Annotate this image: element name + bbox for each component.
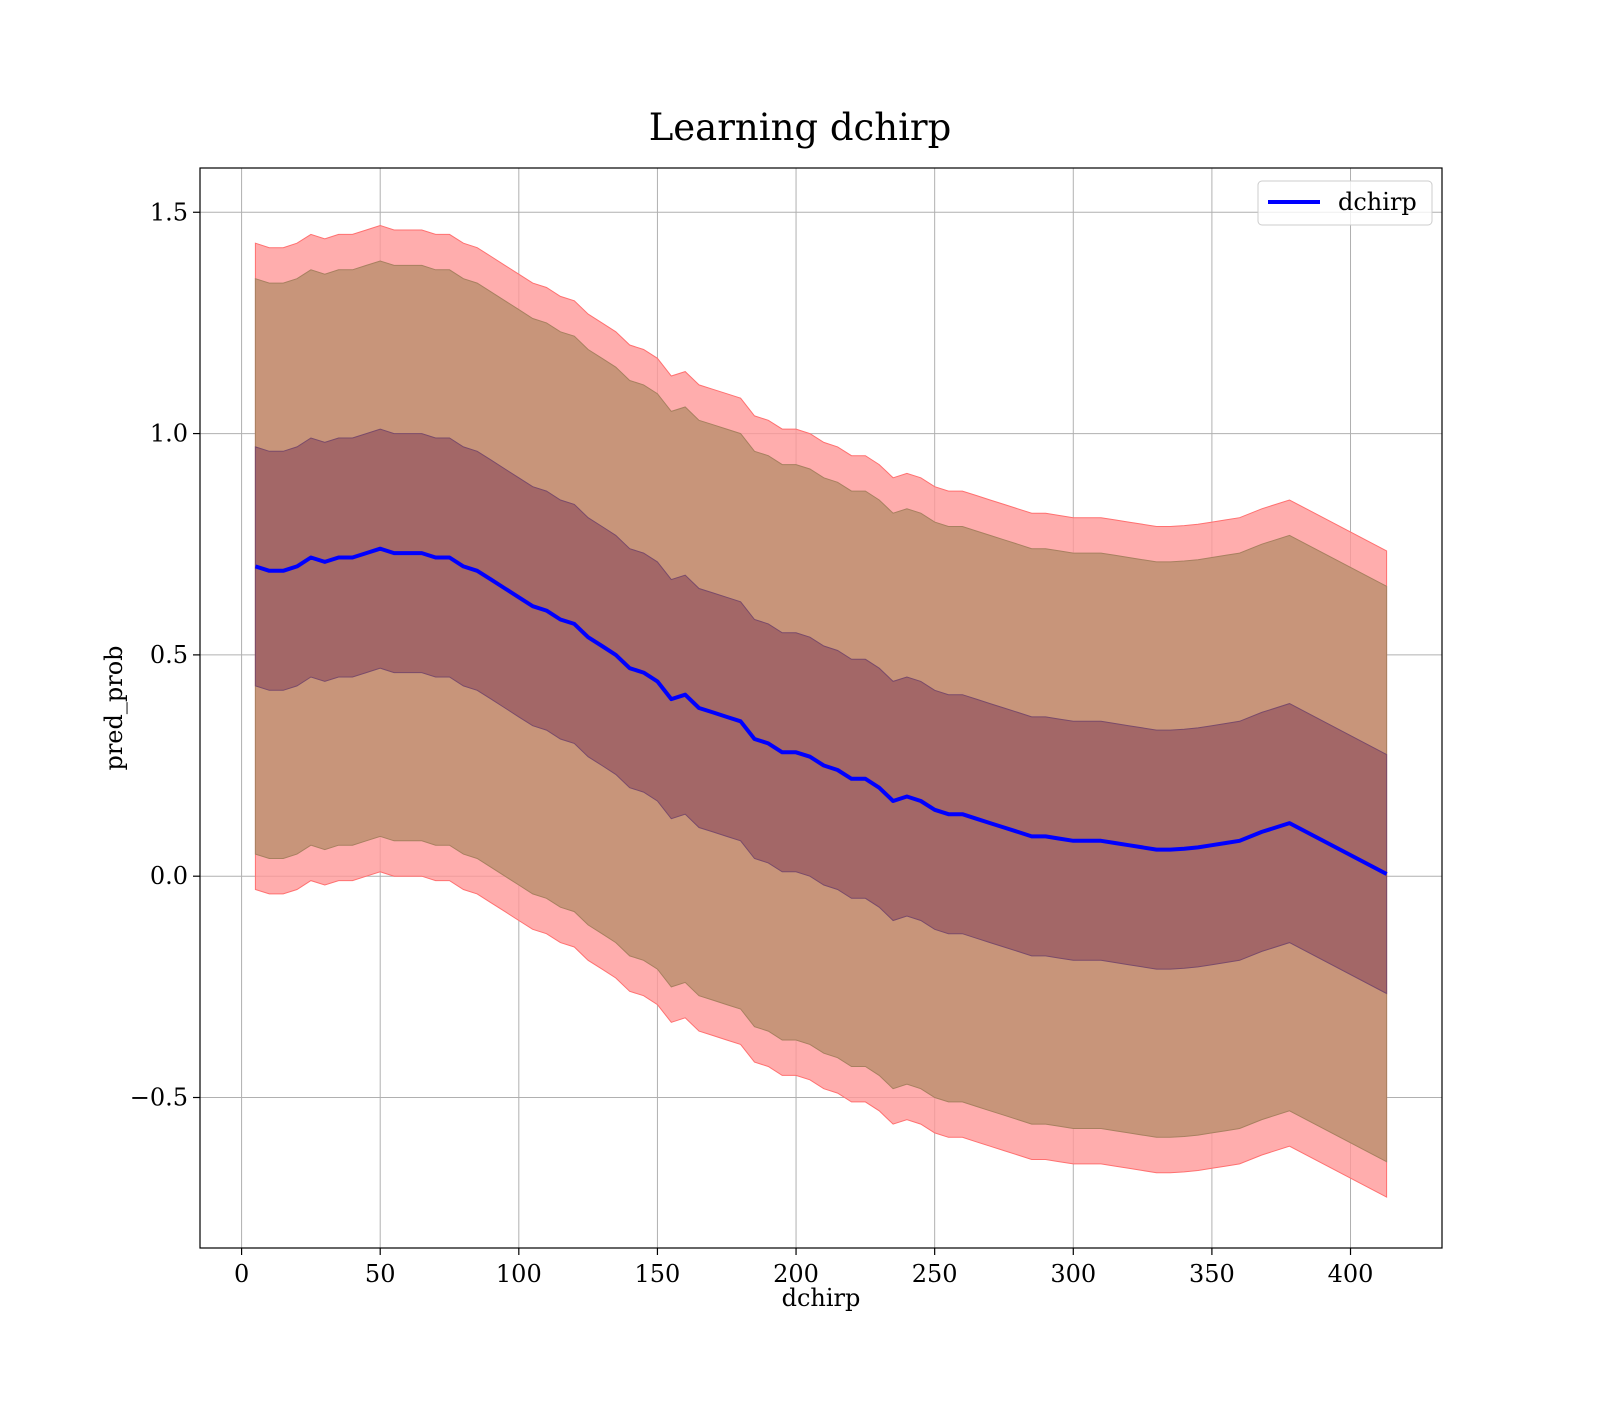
confidence-bands	[254, 224, 1388, 1198]
legend-box	[1257, 180, 1433, 226]
x-tick-label: 300	[1050, 1260, 1096, 1288]
x-tick-label: 400	[1328, 1260, 1374, 1288]
y-tick-label: −0.5	[130, 1084, 188, 1112]
x-tick-label: 0	[234, 1260, 249, 1288]
chart-title: Learning dchirp	[649, 106, 952, 149]
legend-entry-dchirp: dchirp	[1338, 188, 1417, 216]
x-axis-label: dchirp	[782, 1284, 861, 1312]
band-inner	[254, 428, 1388, 995]
y-axis-label: pred_prob	[100, 645, 128, 770]
legend: dchirp	[1257, 180, 1433, 226]
x-tick-label: 350	[1189, 1260, 1235, 1288]
series-line-dchirp	[254, 546, 1388, 876]
x-tick-label: 100	[496, 1260, 542, 1288]
plot-frame	[199, 167, 1443, 1249]
x-tick-label: 50	[365, 1260, 396, 1288]
x-tick-label: 200	[773, 1260, 819, 1288]
y-tick-label: 1.0	[150, 420, 188, 448]
x-tick-label: 150	[635, 1260, 681, 1288]
x-axis-ticks: 0 50 100 150 200 250 300 350 400	[234, 1248, 1373, 1288]
y-tick-label: 1.5	[150, 198, 188, 226]
y-tick-label: 0.0	[150, 862, 188, 890]
y-axis-ticks: −0.5 0.0 0.5 1.0 1.5	[130, 198, 200, 1112]
y-tick-label: 0.5	[150, 641, 188, 669]
series-lines	[254, 546, 1388, 876]
x-tick-label: 250	[912, 1260, 958, 1288]
